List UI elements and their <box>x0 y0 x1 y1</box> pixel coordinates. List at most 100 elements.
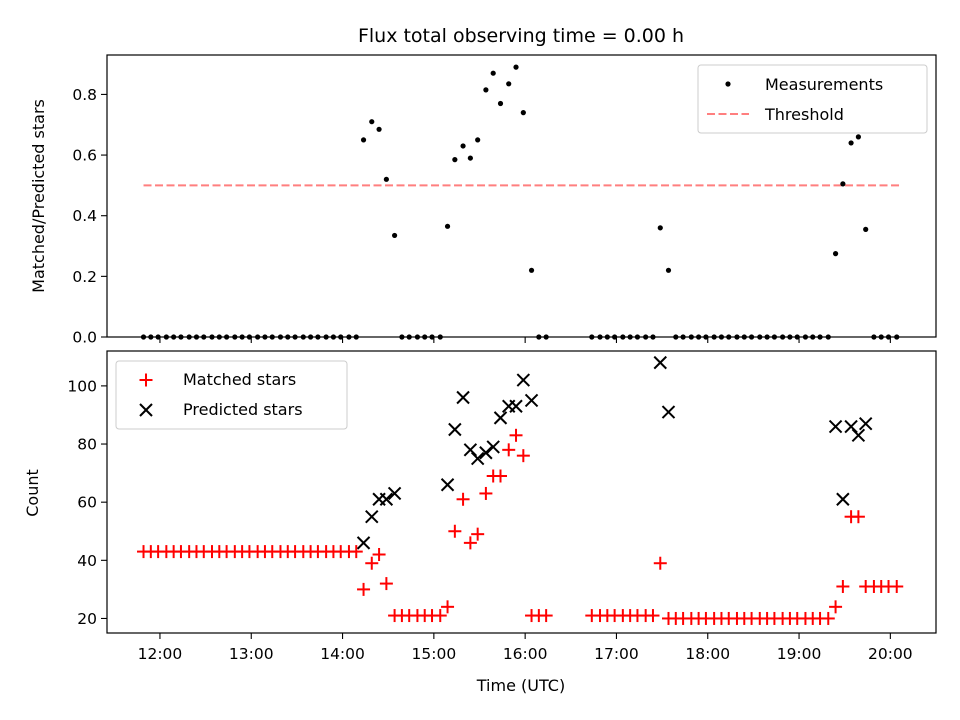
predicted-star-marker <box>524 393 539 408</box>
bottom-y-tick-label: 20 <box>77 610 97 628</box>
x-tick-label: 20:00 <box>868 645 913 663</box>
top-y-ticks: 0.0 0.2 0.4 0.6 0.8 <box>72 86 107 347</box>
matched-star-marker <box>379 577 393 591</box>
matched-star-marker <box>357 582 371 596</box>
x-tick-label: 12:00 <box>138 645 183 663</box>
bottom-legend: Matched stars Predicted stars <box>115 360 348 430</box>
matched-star-marker <box>349 545 363 559</box>
top-legend: Measurements Threshold <box>697 64 928 134</box>
matched-star-marker <box>372 548 386 562</box>
matched-star-marker <box>456 492 470 506</box>
measurement-point <box>506 81 512 87</box>
bottom-y-tick-label: 100 <box>67 377 97 395</box>
matched-star-marker <box>829 600 843 614</box>
measurement-point <box>360 137 367 143</box>
legend-marker-matched <box>139 373 153 387</box>
measurement-point <box>467 155 473 161</box>
measurement-point <box>369 119 375 125</box>
matched-star-marker <box>463 536 477 550</box>
measurement-point <box>520 110 526 116</box>
legend-label-matched: Matched stars <box>183 370 296 389</box>
matched-star-marker <box>502 443 516 457</box>
predicted-star-marker <box>470 451 485 466</box>
bottom-plot-frame <box>106 350 937 634</box>
bottom-y-ticks: 20 40 60 80 100 <box>67 377 107 628</box>
matched-star-marker <box>479 486 493 500</box>
x-tick-label: 14:00 <box>320 645 365 663</box>
top-plot: 0.00.20.40.60.8 Matched/Predicted stars … <box>29 54 937 347</box>
bottom-y-axis-label: Count <box>23 469 42 517</box>
measurement-point <box>528 267 535 273</box>
predicted-star-marker <box>828 419 843 434</box>
x-tick-label: 18:00 <box>685 645 730 663</box>
predicted-star-marker <box>493 411 508 425</box>
top-y-tick-label: 0.4 <box>72 207 97 225</box>
predicted-star-marker <box>486 440 500 454</box>
measurement-point <box>497 100 504 107</box>
top-y-tick-label: 0.8 <box>72 86 97 104</box>
predicted-star-marker <box>516 373 531 387</box>
matched-star-marker <box>890 579 904 593</box>
predicted-star-marker <box>448 422 462 437</box>
predicted-star-marker <box>653 355 667 370</box>
legend-marker-measurements <box>725 81 731 87</box>
measurement-point <box>657 225 663 231</box>
predicted-star-marker <box>379 492 394 506</box>
predicted-star-marker <box>356 536 371 550</box>
predicted-star-marker <box>844 419 858 434</box>
predicted-star-marker <box>479 446 493 460</box>
bottom-series-layer <box>137 355 904 625</box>
bottom-x-ticks: 12:00 13:00 14:00 15:00 16:00 17:00 18:00 19:00… <box>138 633 913 663</box>
matched-star-marker <box>539 609 553 623</box>
measurement-point <box>840 181 846 187</box>
x-tick-label: 17:00 <box>594 645 639 663</box>
top-y-axis-label: Matched/Predicted stars <box>29 99 48 293</box>
predicted-star-marker <box>463 443 478 457</box>
matched-star-marker <box>653 556 667 570</box>
predicted-star-marker <box>509 399 523 413</box>
matched-star-marker <box>851 510 865 524</box>
matched-star-marker <box>516 449 530 463</box>
bottom-legend-box <box>115 360 348 430</box>
predicted-star-marker <box>858 416 873 431</box>
x-tick-label: 15:00 <box>412 645 457 663</box>
matched-star-marker <box>509 428 523 442</box>
measurement-point <box>490 70 496 76</box>
top-plot-frame <box>106 54 937 338</box>
matched-star-marker <box>494 469 508 483</box>
measurement-point <box>383 176 389 182</box>
matched-star-marker <box>433 609 447 623</box>
predicted-star-marker <box>440 478 455 492</box>
measurement-point <box>444 223 451 229</box>
top-series-layer <box>140 64 900 340</box>
measurement-point <box>855 134 861 140</box>
measurement-point <box>848 140 854 146</box>
bottom-y-tick-label: 60 <box>77 494 97 512</box>
measurement-point <box>665 267 672 273</box>
predicted-star-marker <box>365 510 379 524</box>
predicted-star-marker <box>387 486 402 501</box>
top-y-tick-label: 0.6 <box>72 147 97 165</box>
measurement-point <box>513 64 519 70</box>
predicted-star-marker <box>836 492 850 506</box>
predicted-star-marker <box>456 390 470 405</box>
x-tick-label: 19:00 <box>777 645 822 663</box>
matched-star-marker <box>471 527 485 541</box>
matched-star-marker <box>365 556 379 570</box>
measurement-point <box>475 137 481 143</box>
legend-marker-predicted <box>139 403 153 417</box>
x-tick-label: 16:00 <box>503 645 548 663</box>
bottom-y-tick-label: 80 <box>77 436 97 454</box>
matched-star-marker <box>441 600 455 614</box>
measurement-point <box>391 232 398 239</box>
matched-star-marker <box>836 579 850 593</box>
measurement-point <box>832 251 839 257</box>
measurement-point <box>376 126 382 132</box>
bottom-plot: 20 40 60 80 100 12:00 13:00 14:00 15:00 16:00 17:… <box>23 350 937 695</box>
measurement-point <box>460 143 466 149</box>
matched-star-marker <box>646 609 660 623</box>
x-tick-label: 13:00 <box>229 645 274 663</box>
matched-star-marker <box>821 611 835 625</box>
matched-star-marker <box>448 524 462 538</box>
legend-label-predicted: Predicted stars <box>183 400 303 419</box>
